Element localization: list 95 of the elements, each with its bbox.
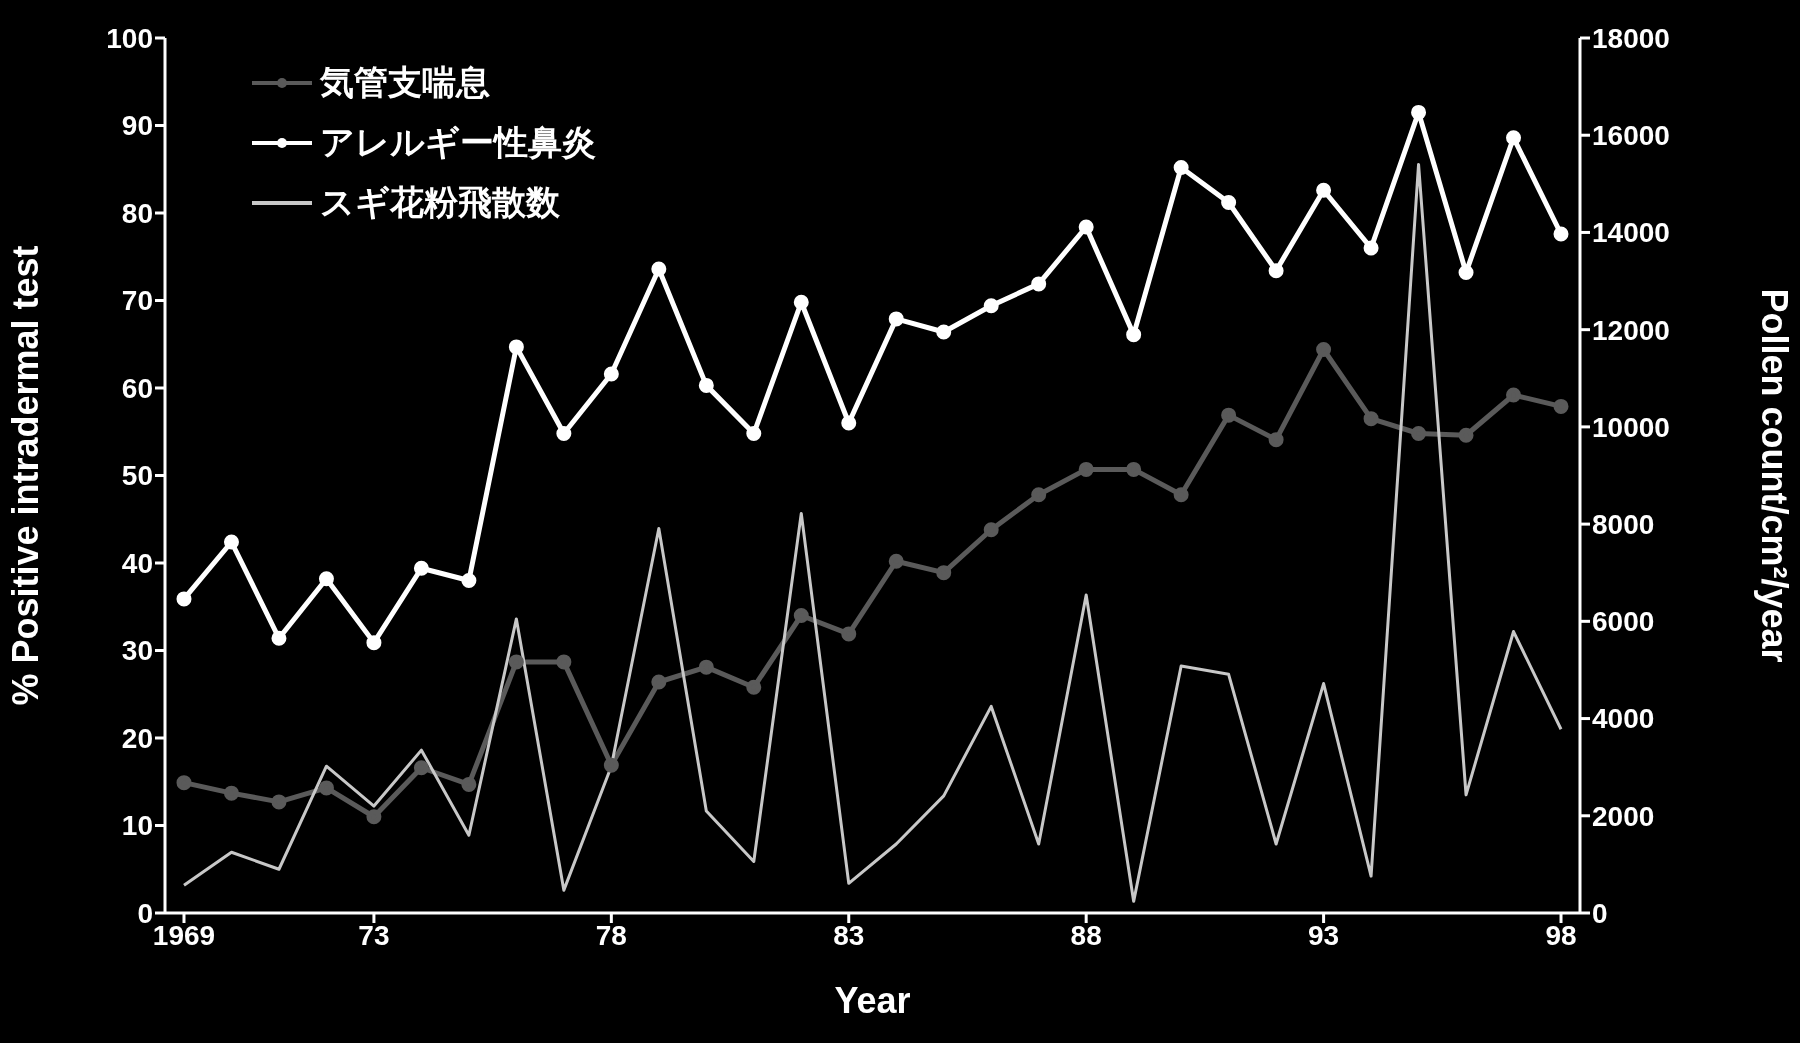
point xyxy=(556,654,572,670)
point xyxy=(1553,398,1569,414)
y2-tick-label: 0 xyxy=(1592,897,1608,929)
point xyxy=(1458,427,1474,443)
point xyxy=(698,377,714,393)
point xyxy=(983,522,999,538)
point xyxy=(1411,104,1427,120)
point xyxy=(1316,182,1332,198)
point xyxy=(176,591,192,607)
point xyxy=(1506,387,1522,403)
point xyxy=(1031,276,1047,292)
point xyxy=(841,626,857,642)
point xyxy=(651,261,667,277)
line-series xyxy=(182,162,1563,903)
point xyxy=(698,659,714,675)
y2-tick-label: 10000 xyxy=(1592,411,1670,443)
x-tick-label: 1969 xyxy=(152,919,216,951)
x-tick-label: 88 xyxy=(1070,919,1102,951)
y-tick-label: 10 xyxy=(121,810,153,842)
point xyxy=(746,679,762,695)
y2-tick-label: 14000 xyxy=(1592,217,1670,249)
point xyxy=(793,294,809,310)
y2-tick-label: 12000 xyxy=(1592,314,1670,346)
point xyxy=(508,654,524,670)
point xyxy=(1506,130,1522,146)
point xyxy=(888,553,904,569)
point xyxy=(1173,160,1189,175)
y2-tick-label: 2000 xyxy=(1592,800,1655,832)
y-tick-label: 70 xyxy=(121,285,153,317)
point xyxy=(1458,265,1474,280)
point xyxy=(1268,263,1284,279)
point xyxy=(1221,195,1237,210)
x-tick-label: 78 xyxy=(595,919,627,951)
point xyxy=(841,415,857,431)
point xyxy=(223,534,239,550)
y2-axis-title: Pollen count/cm²/year xyxy=(1754,288,1796,663)
x-tick-label: 83 xyxy=(833,919,865,951)
point xyxy=(651,674,667,690)
point xyxy=(603,366,619,382)
point xyxy=(1553,226,1569,242)
point xyxy=(271,794,287,810)
point xyxy=(1078,219,1094,235)
legend-label: スギ花粉飛散数 xyxy=(320,182,560,223)
y-tick-label: 90 xyxy=(121,110,153,142)
point xyxy=(508,339,524,355)
point xyxy=(1221,407,1237,423)
point xyxy=(318,780,334,796)
point xyxy=(413,560,429,576)
point xyxy=(176,775,192,791)
legend-label: 気管支喘息 xyxy=(320,62,490,103)
point xyxy=(1411,426,1427,441)
x-tick-label: 98 xyxy=(1545,919,1577,951)
y-tick-label: 0 xyxy=(137,897,153,929)
point xyxy=(983,298,999,314)
point xyxy=(1173,487,1189,503)
point xyxy=(366,809,382,825)
y-tick-label: 80 xyxy=(121,197,153,229)
y-tick-label: 50 xyxy=(121,460,153,492)
point xyxy=(1363,240,1379,256)
point xyxy=(461,776,477,792)
point xyxy=(271,630,287,646)
y2-tick-label: 18000 xyxy=(1592,22,1670,54)
y2-tick-label: 4000 xyxy=(1592,703,1655,735)
y-axis-title: % Positive intradermal test xyxy=(4,245,46,706)
y2-tick-label: 16000 xyxy=(1592,120,1670,152)
point xyxy=(1031,487,1047,503)
y2-tick-label: 8000 xyxy=(1592,509,1655,541)
y-tick-label: 20 xyxy=(121,722,153,754)
y-tick-label: 100 xyxy=(106,22,153,54)
y-tick-label: 60 xyxy=(121,372,153,404)
point xyxy=(936,565,952,581)
point xyxy=(1363,411,1379,427)
point xyxy=(223,785,239,801)
point xyxy=(366,635,382,651)
y2-tick-label: 6000 xyxy=(1592,606,1655,638)
point xyxy=(1126,461,1142,477)
point xyxy=(936,324,952,340)
x-tick-label: 93 xyxy=(1308,919,1340,951)
point xyxy=(746,426,762,441)
legend-label: アレルギー性鼻炎 xyxy=(320,122,596,163)
y-tick-label: 40 xyxy=(121,547,153,579)
point xyxy=(556,426,572,441)
x-tick-label: 73 xyxy=(358,919,390,951)
point xyxy=(603,757,619,773)
point xyxy=(888,311,904,327)
point xyxy=(1268,432,1284,448)
x-axis-title: Year xyxy=(834,980,911,1021)
y-tick-label: 30 xyxy=(121,635,153,667)
point xyxy=(1078,461,1094,477)
point xyxy=(793,608,809,623)
point xyxy=(318,571,334,587)
point xyxy=(413,760,429,776)
point xyxy=(1126,327,1142,343)
point xyxy=(461,573,477,588)
point xyxy=(1316,342,1332,357)
